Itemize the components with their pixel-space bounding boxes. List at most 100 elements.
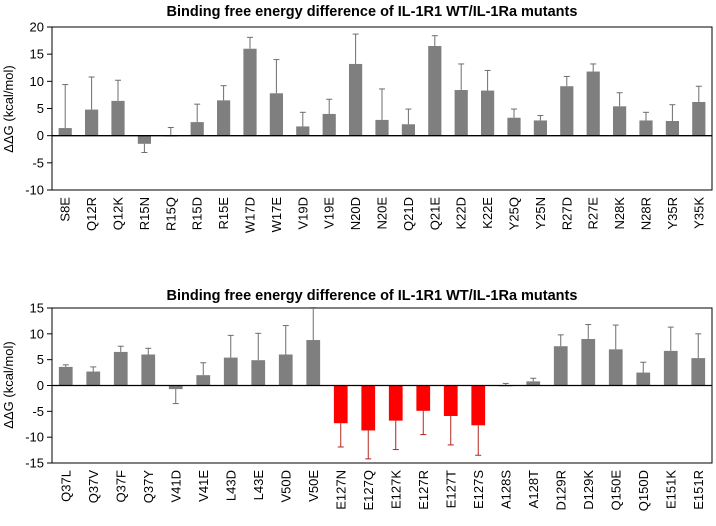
x-tick-label-Q21D: Q21D bbox=[401, 197, 416, 231]
bar-Q150D bbox=[636, 372, 651, 386]
x-tick-label-E127K: E127K bbox=[388, 470, 403, 509]
chart-top-error-bars bbox=[62, 33, 702, 154]
x-tick-label-Q150E: Q150E bbox=[608, 470, 623, 511]
bar-R27E bbox=[586, 71, 600, 136]
y-tick-label: 5 bbox=[37, 101, 44, 116]
chart-top: Binding free energy difference of IL-1R1… bbox=[1, 4, 713, 233]
chart-top-ylabel: ΔΔG (kcal/mol) bbox=[1, 65, 16, 152]
y-tick-label: 20 bbox=[30, 20, 44, 35]
bar-Q12K bbox=[111, 100, 125, 136]
y-tick-label: -5 bbox=[32, 404, 44, 419]
chart-bottom-x-axis: Q37L Q37V Q37F Q37Y V41D V41E L43D L43E V50D V50E… bbox=[58, 470, 706, 512]
bar-N20E bbox=[375, 119, 389, 136]
chart-bottom-error-bars bbox=[62, 306, 702, 460]
x-tick-label-W17E: W17E bbox=[269, 197, 284, 233]
x-tick-label-E151R: E151R bbox=[691, 470, 706, 510]
chart-bottom-y-axis: -15 -10 -5 0 5 10 15 bbox=[25, 301, 52, 471]
x-tick-label-E151K: E151K bbox=[663, 470, 678, 509]
x-tick-label-W17D: W17D bbox=[243, 197, 258, 233]
bar-Q21D bbox=[401, 124, 415, 136]
x-tick-label-Q150D: Q150D bbox=[636, 470, 651, 511]
bar-Q37F bbox=[113, 351, 128, 386]
x-tick-label-D129K: D129K bbox=[581, 470, 596, 510]
bar-R27D bbox=[560, 86, 574, 136]
bar-E127R bbox=[416, 385, 431, 411]
x-tick-label-N20D: N20D bbox=[348, 197, 363, 230]
x-tick-label-A128T: A128T bbox=[526, 470, 541, 508]
y-tick-label: -10 bbox=[25, 430, 44, 445]
chart-top-y-axis: -10 -5 0 5 10 15 20 bbox=[25, 20, 52, 198]
y-tick-label: 15 bbox=[30, 301, 44, 316]
x-tick-label-A128S: A128S bbox=[498, 470, 513, 509]
x-tick-label-V41D: V41D bbox=[168, 470, 183, 503]
bar-N20D bbox=[349, 63, 363, 136]
x-tick-label-Q12K: Q12K bbox=[111, 197, 126, 231]
y-tick-label: 5 bbox=[37, 352, 44, 367]
bar-Q150E bbox=[608, 349, 623, 386]
x-tick-label-L43D: L43D bbox=[223, 470, 238, 501]
bar-D129K bbox=[581, 339, 596, 386]
bar-W17E bbox=[269, 93, 283, 136]
x-tick-label-N28R: N28R bbox=[639, 197, 654, 230]
bar-E127S bbox=[471, 385, 486, 426]
bar-Q37L bbox=[58, 366, 73, 386]
bar-Q37Y bbox=[141, 354, 156, 386]
y-tick-label: -10 bbox=[25, 183, 44, 198]
bar-D129R bbox=[553, 346, 568, 386]
chart-bottom-bars bbox=[58, 339, 706, 431]
x-tick-label-E127S: E127S bbox=[471, 470, 486, 509]
y-tick-label: 0 bbox=[37, 128, 44, 143]
bar-V19D bbox=[296, 126, 310, 136]
bar-V50E bbox=[306, 340, 321, 386]
bar-N28R bbox=[639, 120, 653, 136]
bar-A128T bbox=[526, 381, 541, 386]
x-tick-label-V50D: V50D bbox=[278, 470, 293, 503]
bar-K22E bbox=[481, 90, 495, 136]
chart-top-x-axis: S8E Q12R Q12K R15N R15Q R15D R15E W17D W17E V19D V… bbox=[58, 197, 707, 233]
bar-E151K bbox=[663, 350, 678, 386]
x-tick-label-Q21E: Q21E bbox=[427, 197, 442, 231]
x-tick-label-E127T: E127T bbox=[443, 470, 458, 508]
x-tick-label-Y25N: Y25N bbox=[533, 197, 548, 230]
x-tick-label-Q12R: Q12R bbox=[84, 197, 99, 231]
x-tick-label-Y25Q: Y25Q bbox=[507, 197, 522, 230]
x-tick-label-Y35R: Y35R bbox=[665, 197, 680, 230]
x-tick-label-N28K: N28K bbox=[612, 197, 627, 230]
y-tick-label: -15 bbox=[25, 456, 44, 471]
bar-V41E bbox=[196, 375, 211, 386]
bar-Y35R bbox=[665, 120, 679, 136]
x-tick-label-E127Q: E127Q bbox=[361, 470, 376, 510]
x-tick-label-K22E: K22E bbox=[480, 197, 495, 229]
x-tick-label-V19E: V19E bbox=[322, 197, 337, 229]
x-tick-label-R15Q: R15Q bbox=[163, 197, 178, 231]
y-tick-label: 10 bbox=[30, 74, 44, 89]
bar-N28K bbox=[613, 106, 627, 136]
bar-V41D bbox=[168, 385, 183, 390]
y-tick-label: 0 bbox=[37, 378, 44, 393]
bar-R15E bbox=[217, 100, 231, 136]
bar-V50D bbox=[278, 354, 293, 386]
chart-bottom-title: Binding free energy difference of IL-1R1… bbox=[167, 288, 578, 304]
chart-bottom: Binding free energy difference of IL-1R1… bbox=[1, 288, 713, 512]
x-tick-label-Q37F: Q37F bbox=[113, 470, 128, 503]
bar-E127T bbox=[443, 385, 458, 416]
bar-Q21E bbox=[428, 46, 442, 136]
x-tick-label-E127R: E127R bbox=[416, 470, 431, 510]
bar-Y35K bbox=[692, 101, 706, 136]
x-tick-label-N20E: N20E bbox=[375, 197, 390, 230]
x-tick-label-R15N: R15N bbox=[137, 197, 152, 230]
bar-Q12R bbox=[85, 109, 99, 136]
x-tick-label-K22D: K22D bbox=[454, 197, 469, 230]
x-tick-label-Q37V: Q37V bbox=[86, 470, 101, 504]
bar-E127N bbox=[333, 385, 348, 424]
bar-S8E bbox=[58, 128, 72, 136]
bar-L43D bbox=[223, 357, 238, 386]
bar-V19E bbox=[322, 113, 336, 136]
y-tick-label: -5 bbox=[32, 155, 44, 170]
bar-Q37V bbox=[86, 371, 101, 386]
x-tick-label-Q37L: Q37L bbox=[58, 470, 73, 502]
x-tick-label-L43E: L43E bbox=[251, 470, 266, 501]
x-tick-label-R27D: R27D bbox=[559, 197, 574, 230]
